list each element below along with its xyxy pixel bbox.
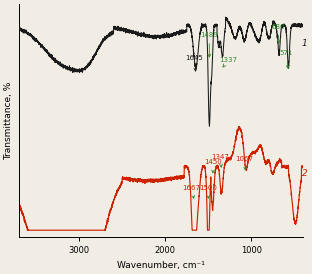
Text: 1067: 1067 [236, 156, 254, 170]
Text: 1337: 1337 [219, 58, 237, 67]
Text: 1667: 1667 [182, 185, 200, 198]
Text: 1489: 1489 [200, 32, 218, 57]
Text: 571: 571 [280, 50, 293, 68]
Text: 1347: 1347 [212, 153, 229, 167]
Text: 1500: 1500 [199, 185, 217, 198]
Text: 2: 2 [302, 169, 308, 178]
Text: 1645: 1645 [186, 55, 203, 71]
Text: 680: 680 [271, 24, 285, 43]
Text: 1: 1 [302, 39, 308, 48]
Text: 1450: 1450 [205, 159, 222, 173]
X-axis label: Wavenumber, cm⁻¹: Wavenumber, cm⁻¹ [117, 261, 205, 270]
Y-axis label: Transmittance, %: Transmittance, % [4, 82, 13, 160]
